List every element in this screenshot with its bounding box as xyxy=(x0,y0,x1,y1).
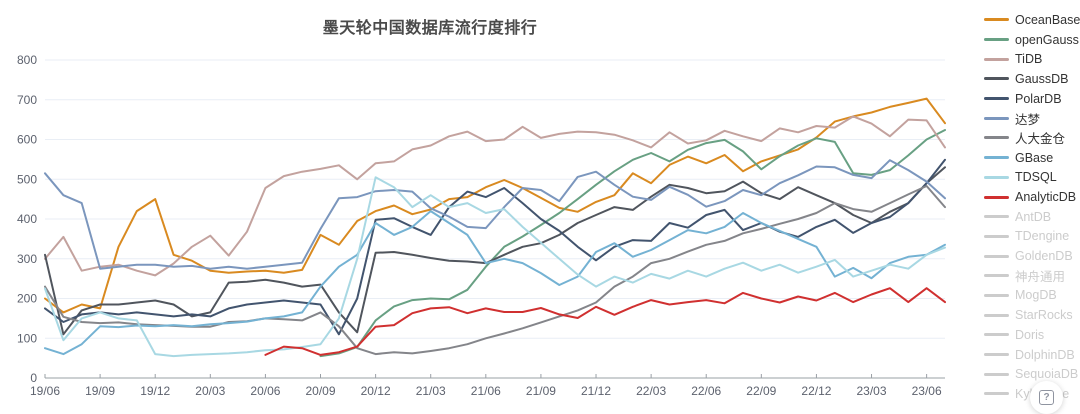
legend-swatch-TDSQL xyxy=(984,175,1009,179)
legend-item-PolarDB[interactable]: PolarDB xyxy=(984,89,1080,109)
legend-swatch-GBase xyxy=(984,156,1009,160)
legend-label: AnalyticDB xyxy=(1015,190,1077,205)
legend-swatch-MogDB xyxy=(984,293,1009,297)
legend-swatch-Kyligence xyxy=(984,392,1009,396)
legend-swatch-达梦 xyxy=(984,116,1009,120)
x-axis-tick-label: 20/03 xyxy=(195,384,225,398)
legend-item-达梦[interactable]: 达梦 xyxy=(984,108,1080,128)
legend-swatch-openGauss xyxy=(984,38,1009,42)
legend-label: GBase xyxy=(1015,150,1054,165)
legend-swatch-AnalyticDB xyxy=(984,195,1009,199)
x-axis-tick-label: 19/06 xyxy=(30,384,60,398)
legend-item-TDSQL[interactable]: TDSQL xyxy=(984,168,1080,188)
legend-label: Doris xyxy=(1015,327,1045,342)
legend-label: GoldenDB xyxy=(1015,249,1073,264)
x-axis-tick-label: 23/06 xyxy=(912,384,942,398)
legend-swatch-神舟通用 xyxy=(984,274,1009,278)
line-chart-plot-area[interactable]: 0 100 200 300 400 500 600 700 800 19/06 19/09 19/12… xyxy=(0,0,960,414)
series-line-GBase[interactable] xyxy=(44,210,946,356)
legend-swatch-AntDB xyxy=(984,215,1009,219)
legend-swatch-GaussDB xyxy=(984,77,1009,81)
legend-item-GoldenDB[interactable]: GoldenDB xyxy=(984,246,1080,266)
legend-item-StarRocks[interactable]: StarRocks xyxy=(984,305,1080,325)
legend-swatch-PolarDB xyxy=(984,97,1009,101)
x-axis-tick-label: 19/09 xyxy=(85,384,115,398)
x-axis-tick-label: 20/06 xyxy=(250,384,280,398)
legend-item-GBase[interactable]: GBase xyxy=(984,148,1080,168)
series-line-TDSQL[interactable] xyxy=(44,176,946,358)
legend-label: openGauss xyxy=(1015,32,1079,47)
legend-label: PolarDB xyxy=(1015,91,1062,106)
y-axis-tick-label: 200 xyxy=(17,292,37,306)
legend-swatch-StarRocks xyxy=(984,313,1009,317)
y-axis-tick-label: 800 xyxy=(17,53,37,67)
x-axis-tick-label: 22/03 xyxy=(636,384,666,398)
x-axis-tick-label: 22/09 xyxy=(746,384,776,398)
legend-label: TDengine xyxy=(1015,229,1070,244)
legend-item-TiDB[interactable]: TiDB xyxy=(984,49,1080,69)
legend-item-MogDB[interactable]: MogDB xyxy=(984,286,1080,306)
legend-item-AntDB[interactable]: AntDB xyxy=(984,207,1080,227)
legend-label: MogDB xyxy=(1015,288,1057,303)
legend-swatch-人大金仓 xyxy=(984,136,1009,140)
legend-item-GaussDB[interactable]: GaussDB xyxy=(984,69,1080,89)
legend-item-人大金仓[interactable]: 人大金仓 xyxy=(984,128,1080,148)
legend-swatch-TiDB xyxy=(984,57,1009,61)
legend-label: OceanBase xyxy=(1015,12,1080,27)
series-line-AnalyticDB[interactable] xyxy=(264,287,946,356)
legend-swatch-Doris xyxy=(984,333,1009,337)
x-axis-tick-label: 21/09 xyxy=(526,384,556,398)
series-line-达梦[interactable] xyxy=(44,159,946,270)
y-axis-tick-label: 700 xyxy=(17,93,37,107)
x-axis-tick-label: 22/06 xyxy=(691,384,721,398)
legend-swatch-SequoiaDB xyxy=(984,372,1009,376)
x-axis-tick-label: 21/06 xyxy=(471,384,501,398)
x-axis-tick-label: 19/12 xyxy=(140,384,170,398)
legend-label: 人大金仓 xyxy=(1015,132,1066,147)
legend-item-神舟通用[interactable]: 神舟通用 xyxy=(984,266,1080,286)
series-line-OceanBase[interactable] xyxy=(44,97,946,314)
series-line-PolarDB[interactable] xyxy=(44,158,946,336)
series-line-TiDB[interactable] xyxy=(44,115,946,277)
legend-item-OceanBase[interactable]: OceanBase xyxy=(984,10,1080,30)
x-axis-tick-label: 23/03 xyxy=(857,384,887,398)
legend-label: TDSQL xyxy=(1015,170,1057,185)
legend-swatch-DolphinDB xyxy=(984,353,1009,357)
y-axis-tick-label: 500 xyxy=(17,172,37,186)
help-button[interactable]: ? xyxy=(1030,381,1063,414)
chart-title: 墨天轮中国数据库流行度排行 xyxy=(322,20,538,37)
x-axis-tick-label: 21/03 xyxy=(416,384,446,398)
x-axis-tick-label: 22/12 xyxy=(801,384,831,398)
legend-label: StarRocks xyxy=(1015,308,1073,323)
series-line-openGauss[interactable] xyxy=(319,129,946,358)
legend-label: AntDB xyxy=(1015,209,1052,224)
y-axis-tick-label: 0 xyxy=(30,371,37,385)
legend-item-SequoiaDB[interactable]: SequoiaDB xyxy=(984,364,1080,384)
y-axis-tick-label: 600 xyxy=(17,133,37,147)
legend-swatch-TDengine xyxy=(984,234,1009,238)
x-axis-tick-label: 20/12 xyxy=(361,384,391,398)
legend-item-Doris[interactable]: Doris xyxy=(984,325,1080,345)
x-axis-tick-label: 20/09 xyxy=(305,384,335,398)
legend-label: 达梦 xyxy=(1015,112,1041,127)
legend-item-TDengine[interactable]: TDengine xyxy=(984,227,1080,247)
legend-label: DolphinDB xyxy=(1015,347,1075,362)
legend-item-AnalyticDB[interactable]: AnalyticDB xyxy=(984,187,1080,207)
legend-label: GaussDB xyxy=(1015,71,1069,86)
legend-label: SequoiaDB xyxy=(1015,367,1079,382)
chart-legend: OceanBase openGauss TiDB GaussDB PolarDB 达梦人大… xyxy=(984,10,1080,404)
legend-label: 神舟通用 xyxy=(1015,270,1066,285)
legend-item-DolphinDB[interactable]: DolphinDB xyxy=(984,345,1080,365)
help-icon: ? xyxy=(1039,390,1054,405)
legend-label: TiDB xyxy=(1015,52,1043,67)
legend-swatch-GoldenDB xyxy=(984,254,1009,258)
y-axis-tick-label: 300 xyxy=(17,252,37,266)
x-axis-tick-label: 21/12 xyxy=(581,384,611,398)
legend-swatch-OceanBase xyxy=(984,18,1009,22)
y-axis-tick-label: 100 xyxy=(17,331,37,345)
legend-item-openGauss[interactable]: openGauss xyxy=(984,30,1080,50)
y-axis-tick-label: 400 xyxy=(17,212,37,226)
